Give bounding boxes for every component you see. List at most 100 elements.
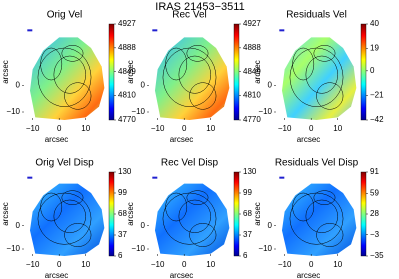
y-tick-label: 0: [268, 221, 273, 230]
contour: [186, 190, 209, 205]
y-tick-label: −10: [258, 244, 272, 253]
colorbar-tick-label: 37: [118, 230, 127, 239]
colorbar-tick-label: 91: [370, 167, 379, 176]
colorbar-tick-label: 68: [243, 209, 252, 218]
colorbar-tick-label: 59: [370, 188, 379, 197]
contour: [61, 45, 84, 62]
colorbar: [108, 171, 115, 257]
map-image: [29, 37, 105, 121]
x-tick-label: −10: [151, 124, 165, 133]
contour: [189, 223, 217, 247]
x-tick-label: 0: [309, 124, 314, 133]
colorbar-tick-label: −42: [370, 115, 384, 124]
x-tick-label: 0: [182, 260, 187, 269]
panel: Residuals Vel Disp −10 0 10 0 −10 arcsec arcsec…: [253, 158, 384, 279]
y-tick-label: 0: [16, 80, 21, 89]
colorbar: [360, 171, 367, 257]
x-tick-label: 10: [81, 124, 90, 133]
colorbar-tick-label: 130: [243, 167, 257, 176]
x-tick-label: 0: [182, 124, 187, 133]
y-axis-label: arcsec: [126, 60, 135, 84]
x-tick-label: 10: [206, 124, 215, 133]
contour: [178, 199, 211, 233]
colorbar: [108, 23, 115, 121]
contour: [305, 199, 338, 233]
colorbar-tick-label: 37: [243, 230, 252, 239]
colorbar-tick-label: 130: [118, 167, 132, 176]
x-tick-label: 10: [333, 260, 342, 269]
colorbar-tick-label: 99: [118, 188, 127, 197]
colorbar: [233, 23, 240, 121]
colorbar-tick-label: −35: [370, 251, 384, 260]
panel: Residuals Vel −10 0 10 0 −10 arcsec arcsec 40 19 0…: [253, 10, 384, 144]
panel-title: Rec Vel Disp: [161, 158, 219, 169]
panel-title: Rec Vel: [172, 10, 206, 21]
x-tick-label: 0: [309, 260, 314, 269]
x-tick-label: −10: [26, 124, 40, 133]
panel-title: Residuals Vel: [286, 10, 347, 21]
contour: [178, 55, 211, 94]
x-tick-label: 0: [57, 124, 62, 133]
map-image: [281, 183, 357, 256]
panel-title: Orig Vel: [47, 10, 83, 21]
y-axis-label: arcsec: [1, 202, 10, 226]
panel: Rec Vel Disp −10 0 10 0 −10 arcsec arcsec 130 99 6…: [126, 158, 257, 279]
panel: Rec Vel −10 0 10 0 −10 arcsec arcsec 4927 4888 484…: [126, 10, 261, 144]
colorbar-tick-label: 99: [243, 188, 252, 197]
colorbar-tick-label: 0: [370, 66, 375, 75]
contour: [313, 45, 336, 62]
panel: Orig Vel −10 0 10 0 −10 arcsec arcsec 4927 4888 48…: [1, 10, 136, 144]
y-tick-label: −10: [131, 107, 145, 116]
x-tick-label: 0: [57, 260, 62, 269]
map-image: [154, 37, 230, 121]
colorbar-tick-label: 6: [243, 251, 248, 260]
colorbar-tick-label: 4849: [118, 67, 136, 76]
colorbar-tick-label: 4770: [118, 115, 136, 124]
y-tick-label: 0: [141, 80, 146, 89]
y-axis-label: arcsec: [1, 60, 10, 84]
contour: [53, 199, 86, 233]
x-axis-label: arcsec: [45, 135, 69, 144]
map-image: [281, 37, 357, 121]
x-tick-label: 10: [206, 260, 215, 269]
x-tick-label: −10: [26, 260, 40, 269]
colorbar: [360, 23, 367, 121]
colorbar-tick-label: 40: [370, 19, 379, 28]
colorbar-tick-label: 19: [370, 44, 379, 53]
marker: [27, 29, 33, 32]
marker: [279, 29, 285, 32]
contour: [305, 55, 338, 94]
colorbar-tick-label: 4810: [118, 91, 136, 100]
contour: [61, 190, 84, 205]
x-tick-label: −10: [151, 260, 165, 269]
colorbar-tick-label: 4849: [243, 67, 261, 76]
contour: [186, 45, 209, 62]
panel-title: Residuals Vel Disp: [275, 158, 359, 169]
colorbar-tick-label: 4770: [243, 115, 261, 124]
contour: [64, 82, 92, 110]
marker: [152, 176, 158, 179]
figure-title: IRAS 21453−3511: [155, 1, 244, 13]
contour: [165, 192, 188, 222]
contour: [40, 192, 63, 222]
y-tick-label: 0: [268, 80, 273, 89]
y-axis-label: arcsec: [126, 202, 135, 226]
contour: [316, 223, 344, 247]
colorbar-tick-label: 6: [118, 251, 123, 260]
colorbar-tick-label: −21: [370, 91, 384, 100]
y-tick-label: −10: [258, 107, 272, 116]
colorbar-tick-label: 4927: [118, 19, 136, 28]
colorbar-tick-label: 68: [118, 209, 127, 218]
contour: [53, 55, 86, 94]
map-image: [29, 183, 105, 256]
contour: [316, 82, 344, 110]
x-tick-label: −10: [278, 260, 292, 269]
y-tick-label: 0: [16, 221, 21, 230]
y-tick-label: −10: [6, 244, 20, 253]
x-tick-label: −10: [278, 124, 292, 133]
x-axis-label: arcsec: [45, 271, 69, 279]
contour: [292, 192, 315, 222]
panel-title: Orig Vel Disp: [35, 158, 94, 169]
